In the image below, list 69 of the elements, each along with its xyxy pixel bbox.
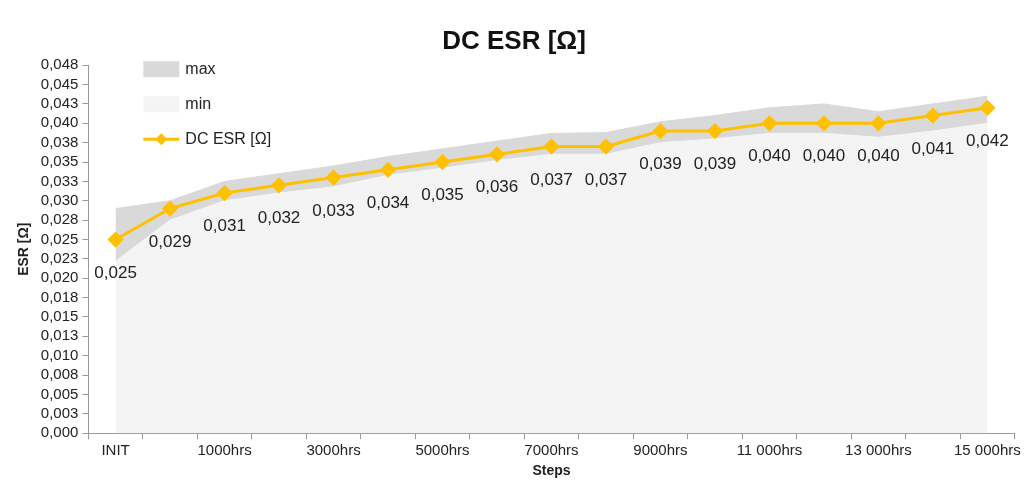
y-tick-label: 0,040	[40, 113, 79, 131]
point	[489, 146, 505, 162]
x-tick-label: 5000hrs	[415, 441, 470, 459]
x-tick-label: 1000hrs	[197, 441, 252, 459]
y-tick-label: 0,033	[40, 171, 79, 189]
y-tick-label: 0,023	[40, 249, 79, 267]
point	[271, 177, 287, 193]
y-tick-label: 0,045	[40, 74, 79, 92]
y-tick-label: 0,038	[40, 132, 79, 150]
data-label: 0,029	[148, 231, 192, 251]
data-label: 0,040	[748, 146, 791, 166]
point	[380, 162, 396, 178]
y-tick-label: 0,003	[40, 403, 79, 421]
x-axis-title: Steps	[532, 462, 571, 479]
y-tick-label: 0,018	[40, 287, 79, 305]
y-tick-label: 0,013	[40, 326, 79, 344]
y-tick-label: 0,048	[40, 55, 79, 73]
y-tick-label: 0,020	[40, 268, 79, 286]
x-tick-label: 7000hrs	[524, 441, 579, 459]
data-label: 0,031	[203, 216, 246, 236]
data-label: 0,025	[94, 262, 137, 282]
y-axis-title: ESR [Ω]	[15, 222, 32, 276]
legend-label: DC ESR [Ω]	[185, 129, 272, 147]
point	[162, 201, 178, 217]
point	[761, 115, 777, 131]
y-tick-label: 0,030	[40, 190, 79, 208]
point	[979, 100, 995, 116]
y-tick-label: 0,005	[40, 384, 79, 402]
x-tick-label: INIT	[101, 441, 130, 459]
data-label: 0,039	[639, 154, 682, 174]
point	[870, 115, 886, 131]
y-tick-label: 0,028	[40, 210, 79, 228]
point	[435, 154, 450, 170]
y-tick-label: 0,010	[40, 345, 79, 363]
point	[108, 232, 124, 248]
x-tick-label: 11 000hrs	[736, 441, 803, 459]
data-label: 0,035	[421, 185, 464, 205]
y-tick-label: 0,025	[40, 229, 79, 247]
x-tick-label: 3000hrs	[306, 441, 361, 459]
x-tick-label: 13 000hrs	[845, 441, 912, 459]
point	[326, 170, 342, 186]
data-label: 0,040	[802, 146, 846, 166]
data-label: 0,034	[366, 192, 410, 212]
point	[707, 123, 723, 139]
legend-label: max	[185, 59, 216, 77]
data-label: 0,033	[312, 200, 355, 220]
point	[598, 139, 614, 155]
data-label: 0,032	[257, 208, 301, 228]
y-tick-label: 0,035	[40, 152, 79, 170]
point	[925, 108, 941, 124]
point	[652, 123, 668, 139]
y-tick-label: 0,043	[40, 94, 79, 112]
data-label: 0,041	[911, 138, 955, 158]
data-label: 0,040	[857, 146, 900, 166]
x-tick-label: 9000hrs	[633, 441, 688, 459]
y-tick-label: 0,008	[40, 365, 79, 383]
legend-label: min	[185, 94, 212, 112]
chart-title: DC ESR [Ω]	[442, 24, 586, 55]
data-label: 0,042	[966, 131, 1009, 150]
data-label: 0,039	[693, 154, 737, 174]
x-tick-label: 15 000hrs	[954, 441, 1021, 459]
y-tick-label: 0,000	[40, 423, 79, 441]
y-tick-label: 0,015	[40, 307, 79, 325]
data-label: 0,036	[475, 177, 519, 197]
point	[816, 115, 832, 131]
point	[543, 139, 559, 155]
data-label: 0,037	[530, 169, 573, 189]
data-label: 0,037	[584, 169, 628, 189]
point	[217, 185, 233, 201]
